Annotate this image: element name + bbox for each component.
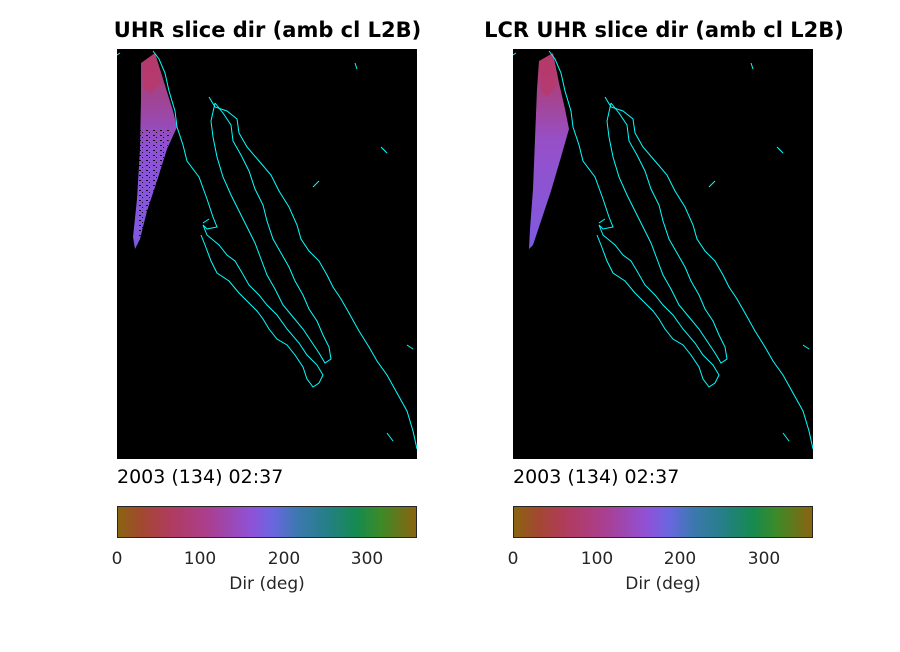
right-colorbar: [513, 506, 813, 538]
right-tick-100: 100: [580, 549, 614, 569]
right-coastline: [513, 50, 813, 450]
right-map-axes: [513, 49, 813, 459]
left-map: [117, 50, 417, 450]
right-colorbar-label: Dir (deg): [625, 574, 701, 594]
right-tick-0: 0: [507, 549, 519, 569]
right-panel-title: LCR UHR slice dir (amb cl L2B): [484, 18, 844, 42]
left-tick-300: 300: [350, 549, 384, 569]
left-colorbar-label: Dir (deg): [229, 574, 305, 594]
left-tick-200: 200: [267, 549, 301, 569]
right-timestamp: 2003 (134) 02:37: [513, 466, 680, 488]
right-tick-200: 200: [663, 549, 697, 569]
left-colorbar: [117, 506, 417, 538]
right-tick-300: 300: [747, 549, 781, 569]
left-coastline: [117, 50, 417, 450]
left-tick-0: 0: [111, 549, 123, 569]
left-tick-100: 100: [183, 549, 217, 569]
left-map-axes: [117, 49, 417, 459]
right-swath: [529, 53, 569, 249]
right-map: [513, 50, 813, 450]
left-swath: [133, 53, 177, 249]
left-panel-title: UHR slice dir (amb cl L2B): [113, 18, 422, 42]
left-timestamp: 2003 (134) 02:37: [117, 466, 284, 488]
